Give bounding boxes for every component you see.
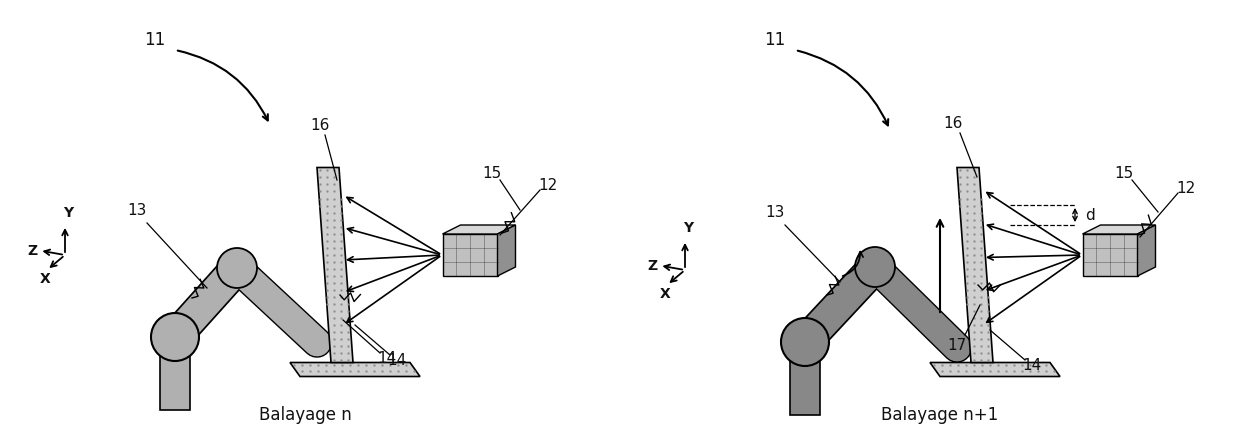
Bar [160, 340, 190, 410]
Text: 17: 17 [947, 337, 967, 353]
Polygon shape [930, 362, 1060, 377]
Circle shape [781, 318, 830, 366]
Text: 11: 11 [764, 31, 786, 49]
Text: 14: 14 [1022, 357, 1042, 373]
Text: X: X [40, 271, 51, 285]
Circle shape [217, 248, 257, 288]
Text: Z: Z [647, 258, 658, 273]
Text: 15: 15 [1115, 166, 1133, 181]
Text: Z: Z [27, 243, 38, 258]
Text: 15: 15 [482, 166, 502, 181]
Text: 11: 11 [144, 31, 166, 49]
Polygon shape [1137, 225, 1156, 276]
Polygon shape [497, 225, 516, 276]
Text: 12: 12 [1177, 181, 1195, 195]
Text: d: d [1085, 207, 1095, 222]
Text: 16: 16 [310, 118, 330, 132]
Bar [790, 345, 820, 415]
Polygon shape [1083, 225, 1156, 234]
Text: Y: Y [683, 221, 693, 235]
Polygon shape [957, 167, 993, 362]
Text: 16: 16 [944, 115, 962, 131]
Polygon shape [317, 167, 353, 362]
Text: X: X [660, 286, 671, 301]
Circle shape [151, 313, 198, 361]
Text: 13: 13 [765, 205, 785, 219]
Polygon shape [290, 362, 420, 377]
Text: 13: 13 [128, 202, 146, 218]
Polygon shape [443, 225, 516, 234]
Text: 14: 14 [377, 350, 397, 365]
Bar [1083, 234, 1137, 276]
Text: Y: Y [63, 206, 73, 220]
Text: 12: 12 [538, 178, 558, 193]
Text: Balayage n+1: Balayage n+1 [882, 406, 998, 424]
Text: Balayage n: Balayage n [259, 406, 351, 424]
Circle shape [856, 247, 895, 287]
Bar [443, 234, 497, 276]
Text: 14: 14 [387, 353, 407, 368]
